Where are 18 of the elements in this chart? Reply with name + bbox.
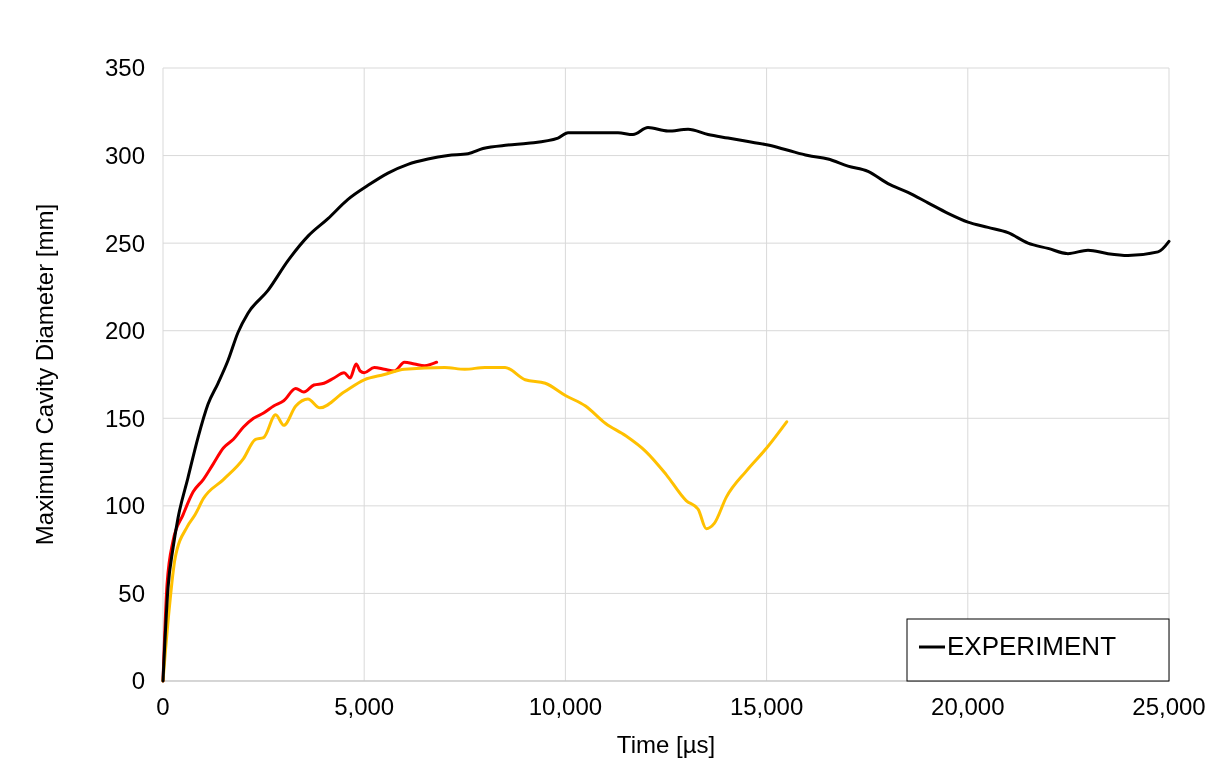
y-axis-title: Maximum Cavity Diameter [mm] — [31, 203, 58, 546]
x-tick-label: 20,000 — [931, 693, 1005, 720]
y-tick-label: 0 — [131, 667, 145, 695]
y-tick-label: 300 — [104, 141, 145, 169]
y-tick-label: 200 — [104, 317, 145, 345]
x-tick-label: 0 — [156, 693, 170, 720]
x-tick-label: 15,000 — [729, 693, 804, 720]
x-tick-label: 5,000 — [334, 693, 395, 720]
y-tick-label: 100 — [104, 492, 145, 520]
y-tick-label: 250 — [104, 229, 145, 257]
x-tick-label: 25,000 — [1132, 693, 1206, 720]
line-series — [161, 365, 789, 683]
y-tick-label: 350 — [104, 54, 145, 82]
y-tick-label: 50 — [118, 579, 145, 607]
legend-label: EXPERIMENT — [947, 631, 1117, 661]
x-axis-title: Time [µs] — [616, 731, 716, 758]
x-tick-label: 10,000 — [528, 693, 603, 720]
y-tick-label: 150 — [104, 404, 145, 432]
